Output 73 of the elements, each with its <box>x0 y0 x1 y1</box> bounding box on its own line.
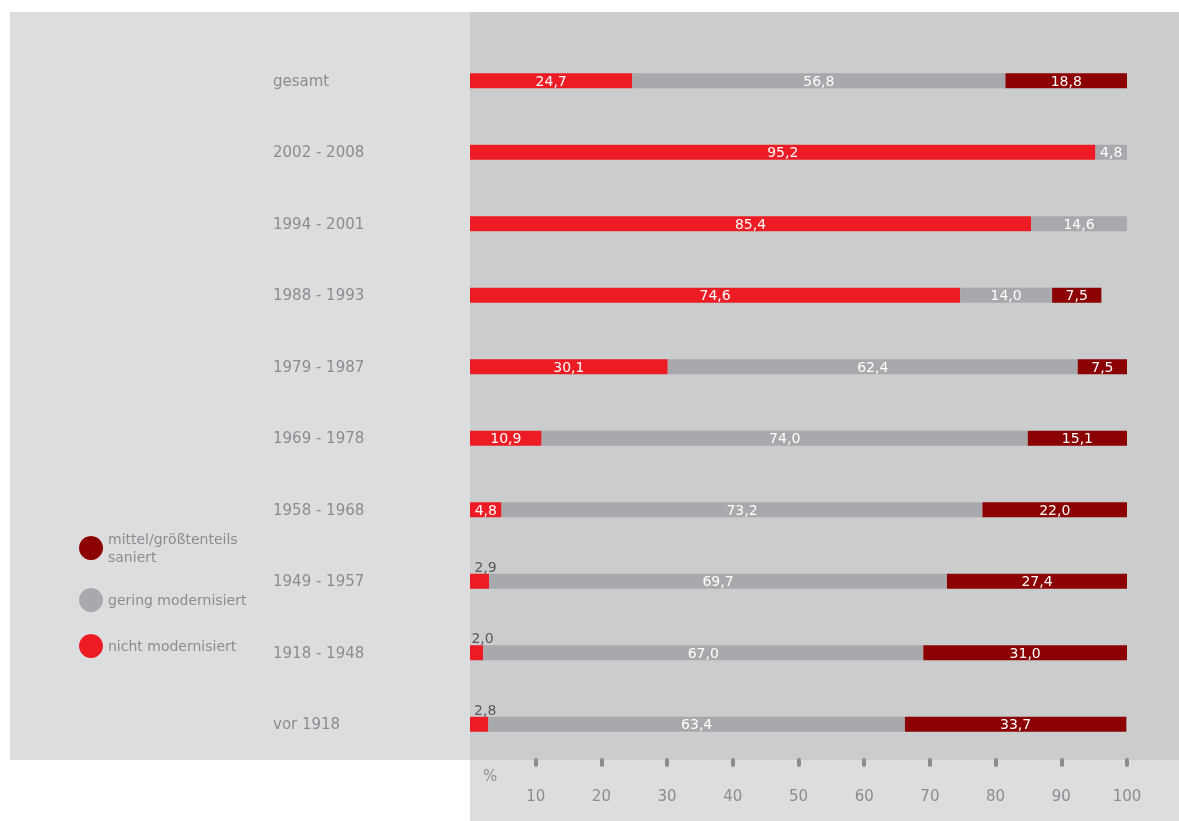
x-tick-label: 40 <box>723 786 743 805</box>
y-tick-label: 1949 - 1957 <box>273 572 365 591</box>
legend-label: mittel/größtenteils saniert <box>108 531 243 565</box>
bar <box>541 430 1028 446</box>
data-label: 10,9 <box>490 430 522 447</box>
x-tick-label: 20 <box>591 786 611 805</box>
y-tick-label: 1969 - 1978 <box>273 429 365 448</box>
bar <box>470 716 489 732</box>
data-label: 95,2 <box>767 144 799 161</box>
bar <box>470 73 633 89</box>
x-tick-label: 10 <box>526 786 546 805</box>
bar <box>483 645 924 661</box>
data-label: 15,1 <box>1061 430 1093 447</box>
data-label: 56,8 <box>803 72 835 89</box>
bar <box>632 73 1006 89</box>
bar <box>470 573 490 589</box>
data-label: 33,7 <box>1000 716 1032 733</box>
bar <box>470 216 1032 232</box>
bar <box>982 502 1127 518</box>
bar <box>667 359 1078 375</box>
legend-label: nicht modernisiert <box>108 638 237 654</box>
data-label: 30,1 <box>553 358 585 375</box>
data-label: 85,4 <box>734 215 767 232</box>
y-tick-label: 1988 - 1993 <box>273 286 365 305</box>
data-label: 31,0 <box>1009 644 1041 661</box>
x-tick-label: 100 <box>1112 786 1142 805</box>
bar <box>1031 216 1127 232</box>
y-tick-label: 1958 - 1968 <box>273 500 365 519</box>
bar <box>501 502 983 518</box>
y-tick-label: gesamt <box>273 71 330 90</box>
bar <box>470 359 668 375</box>
bar <box>923 645 1127 661</box>
data-label: 14,6 <box>1063 215 1095 232</box>
y-tick-label: vor 1918 <box>273 715 341 734</box>
legend-label: gering modernisiert <box>108 592 247 608</box>
bar <box>1027 430 1127 446</box>
data-label: 62,4 <box>857 358 889 375</box>
bar <box>470 287 961 303</box>
y-tick-label: 1979 - 1987 <box>273 357 365 376</box>
data-label: 74,0 <box>769 430 801 447</box>
data-label: 7,5 <box>1091 358 1114 375</box>
x-tick-label: 50 <box>788 786 809 805</box>
y-tick-label: 1918 - 1948 <box>273 643 365 662</box>
x-axis-title: % <box>483 766 498 785</box>
x-tick-label: 30 <box>657 786 677 805</box>
data-label: 67,0 <box>687 644 719 661</box>
data-label: 73,2 <box>726 501 758 518</box>
x-tick-label: 60 <box>854 786 874 805</box>
data-label: 18,8 <box>1050 72 1082 89</box>
x-tick-label: 90 <box>1051 786 1071 805</box>
bar <box>489 573 947 589</box>
data-label: 4,8 <box>1100 144 1123 161</box>
data-label: 63,4 <box>681 716 713 733</box>
data-label: 2,0 <box>471 630 494 647</box>
data-label: 14,0 <box>990 287 1022 304</box>
bar <box>488 716 905 732</box>
y-tick-label: 1994 - 2001 <box>273 214 365 233</box>
data-label: 27,4 <box>1021 573 1053 590</box>
x-tick-label: 80 <box>986 786 1006 805</box>
data-label: 2,8 <box>474 701 497 718</box>
data-label: 7,5 <box>1065 287 1088 304</box>
x-tick-label: 70 <box>920 786 940 805</box>
data-label: 2,9 <box>474 558 497 575</box>
bar <box>470 645 484 661</box>
y-tick-label: 2002 - 2008 <box>273 143 365 162</box>
data-label: 22,0 <box>1039 501 1071 518</box>
bar <box>470 144 1096 160</box>
data-label: 74,6 <box>699 287 731 304</box>
bar <box>946 573 1127 589</box>
data-label: 69,7 <box>702 573 734 590</box>
data-label: 4,8 <box>474 501 497 518</box>
data-label: 24,7 <box>535 72 567 89</box>
bar <box>904 716 1127 732</box>
